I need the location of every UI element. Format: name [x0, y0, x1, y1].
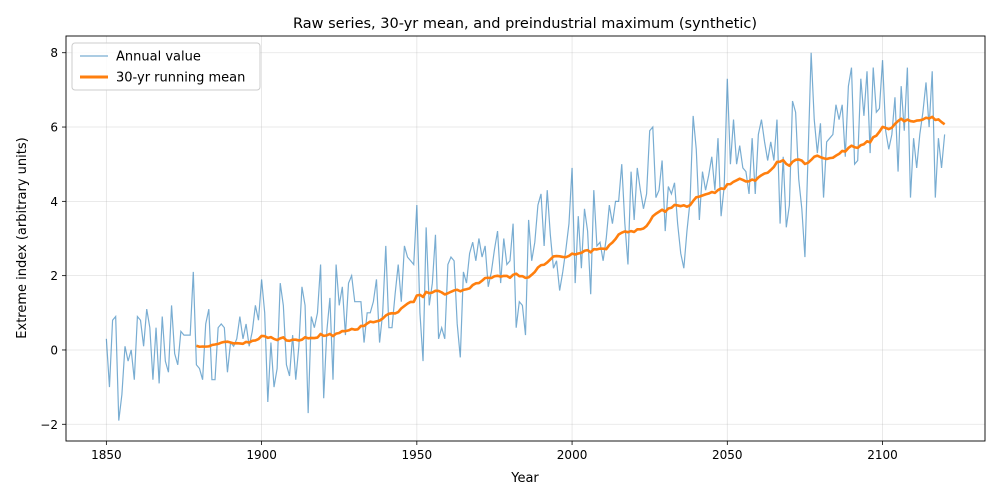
- chart-title: Raw series, 30-yr mean, and preindustria…: [293, 16, 757, 32]
- y-tick-label: 4: [50, 195, 58, 209]
- annual-value-line: [105, 52, 946, 421]
- x-tick-label: 1850: [91, 448, 122, 462]
- y-tick-label: −2: [40, 418, 58, 432]
- running-mean-line: [196, 115, 946, 349]
- y-tick-label: 8: [50, 46, 58, 60]
- x-tick-label: 2050: [712, 448, 743, 462]
- y-tick-label: 2: [50, 269, 58, 283]
- x-axis-ticks: 1850 1900 1950 2000 2050 2100: [91, 441, 898, 462]
- x-tick-label: 2000: [557, 448, 588, 462]
- y-tick-label: 0: [50, 343, 58, 357]
- y-tick-label: 6: [50, 121, 58, 135]
- annual-value-series: [105, 52, 946, 421]
- x-tick-label: 2100: [867, 448, 898, 462]
- legend-label-annual: Annual value: [116, 50, 201, 65]
- x-tick-label: 1950: [402, 448, 433, 462]
- x-tick-label: 1900: [246, 448, 277, 462]
- legend-label-mean: 30-yr running mean: [116, 71, 245, 86]
- legend-box: [71, 42, 261, 91]
- y-axis-label: Extreme index (arbitrary units): [15, 137, 30, 338]
- legend: Annual value 30-yr running mean: [71, 42, 261, 91]
- y-axis-ticks: −2 0 2 4 6 8: [40, 46, 66, 432]
- x-axis-label: Year: [510, 471, 539, 486]
- grid: [66, 36, 985, 441]
- running-mean-series: [196, 115, 946, 349]
- plot-frame: [65, 35, 986, 442]
